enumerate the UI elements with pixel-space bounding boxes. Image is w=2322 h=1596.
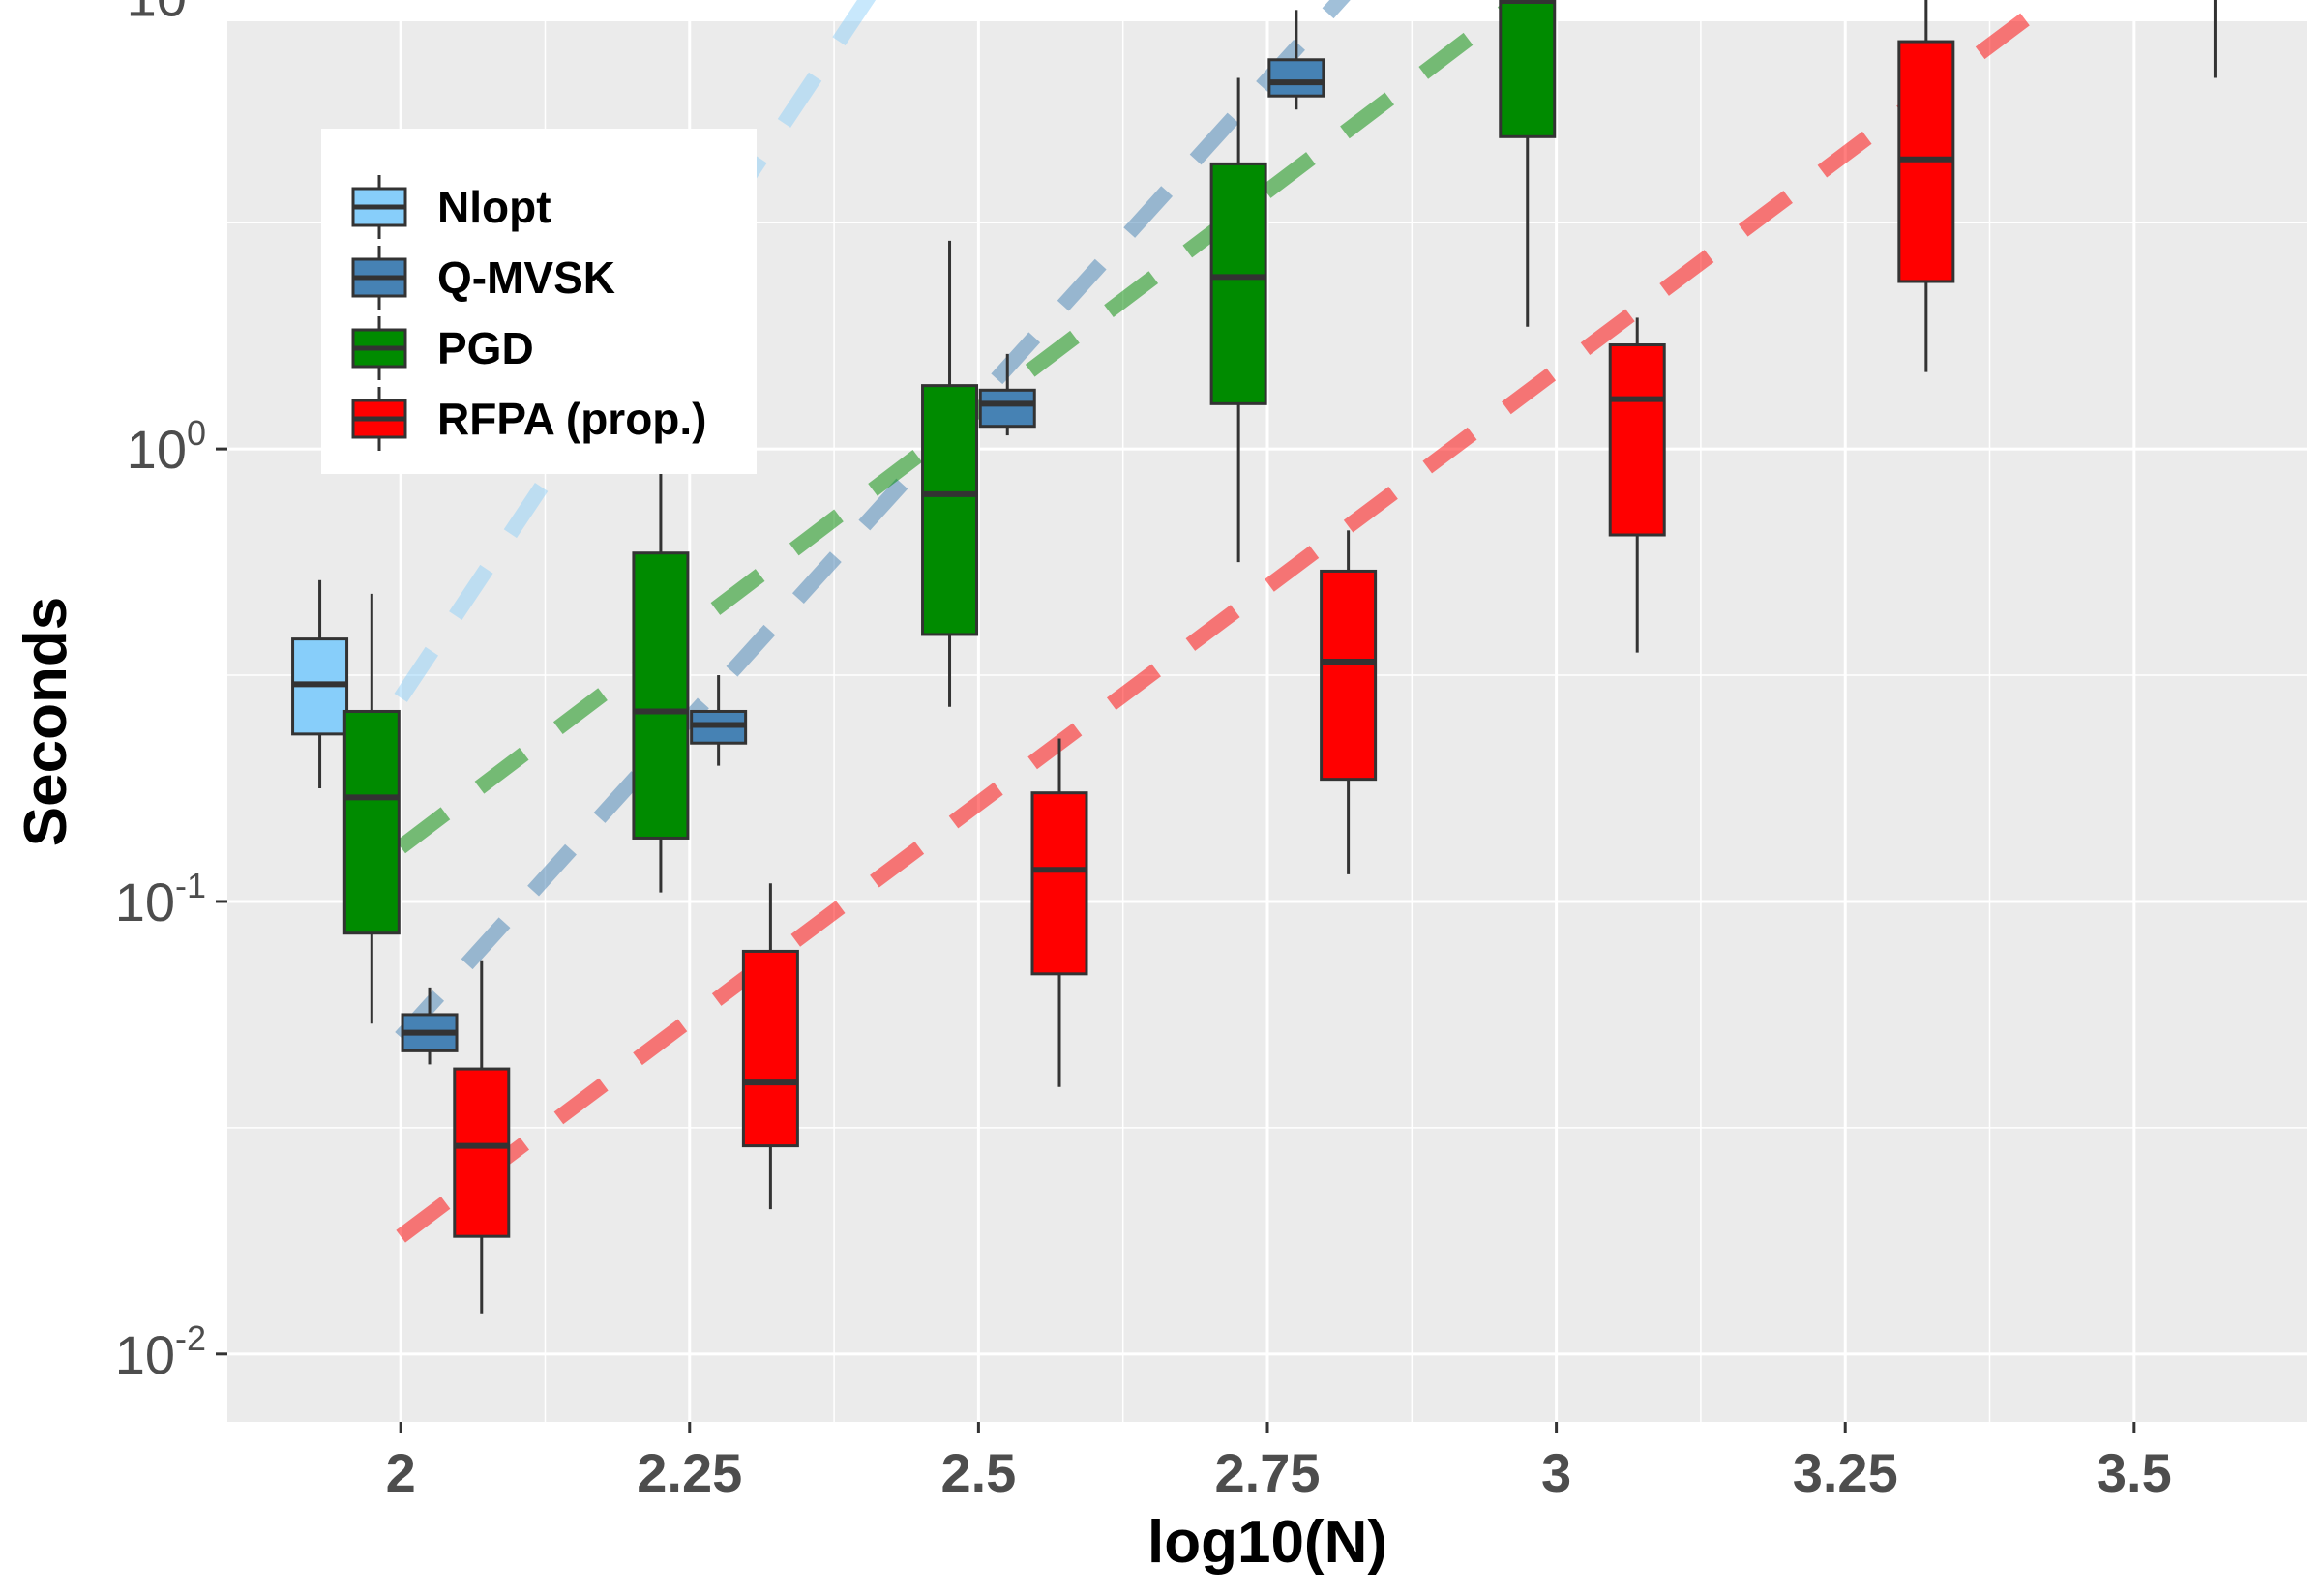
y-tick-base: 10 <box>115 1324 175 1385</box>
box-pgd <box>632 430 690 893</box>
y-tick-label: 10-2 <box>115 1318 206 1385</box>
x-tick-label: 2 <box>386 1442 416 1503</box>
box-rfpa-prop <box>2213 0 2217 78</box>
y-tick-base: 10 <box>127 419 187 480</box>
box-rfpa-prop <box>1320 530 1378 874</box>
box-iqr <box>1030 791 1088 976</box>
box-iqr <box>632 551 690 840</box>
box-pgd <box>342 593 401 1024</box>
x-axis-title: log10(N) <box>1147 1509 1387 1576</box>
x-tick-label: 3.25 <box>1793 1442 1898 1503</box>
box-nlopt <box>291 579 349 789</box>
box-iqr <box>978 388 1036 429</box>
x-tick-label: 3.5 <box>2097 1442 2172 1503</box>
legend-item-pgd: PGD <box>351 316 534 380</box>
trend-line-pgd <box>396 0 1533 854</box>
y-tick-label: 101 <box>127 0 206 27</box>
box-iqr <box>1499 0 1557 138</box>
y-tick-exponent: -2 <box>175 1318 206 1358</box>
box-rfpa-prop <box>453 960 511 1314</box>
legend-item-nlopt: Nlopt <box>351 175 551 239</box>
box-iqr <box>1267 58 1325 98</box>
box-rfpa-prop <box>1608 317 1666 653</box>
legend-label-nlopt: Nlopt <box>437 182 551 232</box>
box-rfpa-prop <box>1897 0 1955 372</box>
box-iqr <box>453 1067 511 1238</box>
y-tick-label: 10-1 <box>115 866 206 932</box>
box-q-mvsk <box>690 675 748 766</box>
y-tick-exponent: 0 <box>187 413 206 453</box>
x-tick-label: 2.5 <box>940 1442 1016 1503</box>
x-tick-label: 2.75 <box>1215 1442 1321 1503</box>
y-axis: 10-210-1100101102 <box>115 0 227 1385</box>
y-tick-base: 10 <box>115 872 175 932</box>
box-iqr <box>741 949 799 1148</box>
box-iqr <box>1320 569 1378 782</box>
x-axis: 2 2.25 2.5 2.75 3 3.25 3.5 <box>386 1422 2172 1503</box>
box-rfpa-prop <box>1030 738 1088 1087</box>
box-q-mvsk <box>401 987 459 1065</box>
box-iqr <box>1608 343 1666 537</box>
box-iqr <box>1209 162 1267 405</box>
legend-label-pgd: PGD <box>437 323 534 373</box>
box-pgd <box>1209 77 1267 563</box>
legend-label-rfpa-prop: RFPA (prop.) <box>437 394 707 444</box>
box-q-mvsk <box>978 353 1036 436</box>
box-iqr <box>342 709 401 935</box>
y-tick-base: 10 <box>127 0 187 27</box>
x-tick-label: 2.25 <box>637 1442 742 1503</box>
legend-label-q-mvsk: Q-MVSK <box>437 252 615 303</box>
legend-item-q-mvsk: Q-MVSK <box>351 246 615 310</box>
box-q-mvsk <box>1267 10 1325 110</box>
trend-line-rfpa-prop <box>396 0 2065 1243</box>
y-tick-exponent: -1 <box>175 866 206 905</box>
box-iqr <box>921 384 979 636</box>
box-groups <box>291 0 2217 1314</box>
y-axis-title: Seconds <box>13 597 79 846</box>
x-tick-label: 3 <box>1541 1442 1571 1503</box>
box-pgd <box>921 240 979 707</box>
box-rfpa-prop <box>741 883 799 1210</box>
box-pgd <box>1499 0 1557 327</box>
y-tick-label: 100 <box>127 413 206 480</box>
legend: Nlopt Q-MVSK PGD RFPA (prop.) <box>321 129 757 474</box>
trend-lines <box>394 0 2065 1243</box>
legend-item-rfpa-prop: RFPA (prop.) <box>351 387 707 451</box>
